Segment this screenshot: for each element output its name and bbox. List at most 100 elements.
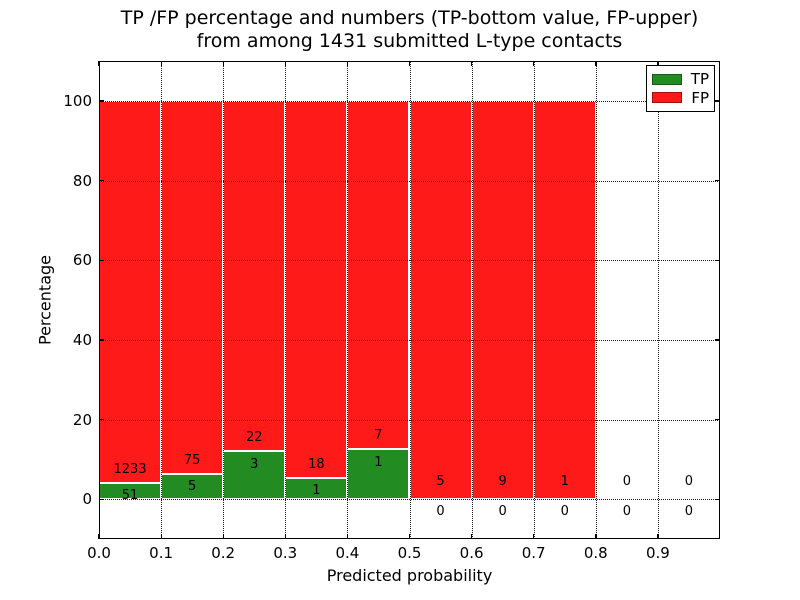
x-tick-mark [533,534,535,539]
v-gridline [347,61,349,539]
v-gridline [409,61,411,539]
x-tick-mark [222,61,224,66]
v-gridline [595,61,597,539]
fp-count-label: 5 [436,474,445,490]
fp-count-label: 0 [684,474,694,490]
v-gridline [533,61,535,539]
y-tick-mark [99,179,104,182]
legend-label-fp: FP [691,88,709,107]
x-tick-mark [98,534,100,539]
x-axis-label: Predicted probability [326,566,493,585]
y-tick-label: 60 [72,251,92,270]
fp-count-label: 1 [560,474,569,490]
legend-item-fp: FP [652,90,709,106]
x-tick-mark [346,61,349,66]
fp-count-label: 22 [245,429,263,445]
y-tick-mark [715,498,720,500]
v-gridline [161,61,163,539]
y-tick-label: 40 [72,330,92,349]
fp-bar-segment [223,100,286,452]
tp-count-label: 0 [436,504,445,520]
tp-count-label: 0 [622,504,631,520]
tp-bar-segment [161,474,224,500]
v-gridline [285,61,287,539]
x-tick-label: 0.2 [211,544,236,562]
y-tick-mark [715,339,720,341]
fp-bar-segment [285,100,348,479]
chart-title: TP /FP percentage and numbers (TP-bottom… [99,7,720,53]
y-tick-label: 80 [72,171,92,190]
fp-swatch-icon [652,92,682,104]
x-tick-mark [595,534,597,539]
y-tick-mark [99,498,104,500]
x-tick-mark [284,61,287,66]
chart-title-line1: TP /FP percentage and numbers (TP-bottom… [120,7,699,29]
tp-count-label: 1 [374,454,383,470]
y-tick-mark [715,100,720,102]
v-gridline [471,61,473,539]
x-tick-mark [408,61,411,66]
x-tick-mark [346,534,349,539]
tp-count-label: 0 [498,504,507,520]
x-tick-mark [595,61,597,66]
fp-bar-segment [161,100,224,475]
tp-count-label: 3 [250,456,259,472]
x-tick-label: 0.9 [645,544,670,562]
legend-label-tp: TP [690,70,709,89]
y-tick-label: 100 [63,91,92,110]
x-tick-mark [657,534,659,539]
fp-count-label: 18 [308,456,325,472]
tp-swatch-icon [652,73,682,85]
fp-count-label: 9 [498,474,507,490]
fp-bar-segment [471,100,534,500]
y-tick-mark [99,259,104,261]
tp-count-label: 1 [312,483,321,499]
x-tick-label: 0.3 [273,544,298,562]
tp-count-label: 0 [560,504,569,520]
x-tick-mark [160,534,162,539]
x-tick-label: 0.5 [397,544,422,562]
x-tick-label: 0.0 [87,544,111,562]
y-tick-mark [715,259,720,261]
y-tick-mark [99,339,104,341]
x-tick-mark [657,61,659,66]
tp-bar-segment [347,449,410,500]
legend: TP FP [646,65,715,112]
x-tick-mark [160,61,162,66]
x-tick-label: 0.8 [583,544,608,562]
x-tick-mark [284,534,287,539]
x-tick-label: 0.4 [335,544,360,562]
x-tick-mark [98,61,100,66]
fp-bar-segment [533,100,596,500]
y-tick-mark [715,418,720,421]
y-tick-label: 0 [82,490,92,509]
x-tick-mark [408,534,411,539]
x-tick-label: 0.7 [521,544,546,562]
y-tick-label: 20 [72,410,92,429]
v-gridline [657,61,659,539]
fp-count-label: 7 [374,427,383,443]
fp-bar-segment [409,100,472,500]
y-tick-mark [715,179,720,182]
x-tick-label: 0.1 [149,544,174,562]
tp-count-label: 0 [684,504,694,520]
y-tick-mark [99,418,104,421]
v-gridline [223,61,225,539]
tp-count-label: 5 [188,479,197,495]
tp-count-label: 51 [121,488,139,504]
y-tick-mark [99,100,104,102]
fp-bar-segment [99,100,162,484]
fp-count-label: 1233 [113,461,147,477]
chart-title-line2: from among 1431 submitted L-type contact… [196,30,623,52]
x-tick-mark [471,534,473,539]
plot-area [98,61,720,539]
fp-count-label: 0 [622,474,631,490]
x-tick-mark [471,61,473,66]
x-tick-label: 0.6 [459,544,484,562]
fp-bar-segment [347,100,410,450]
x-tick-mark [533,61,535,66]
x-tick-mark [222,534,224,539]
fp-count-label: 75 [183,452,201,468]
legend-item-tp: TP [652,71,709,87]
